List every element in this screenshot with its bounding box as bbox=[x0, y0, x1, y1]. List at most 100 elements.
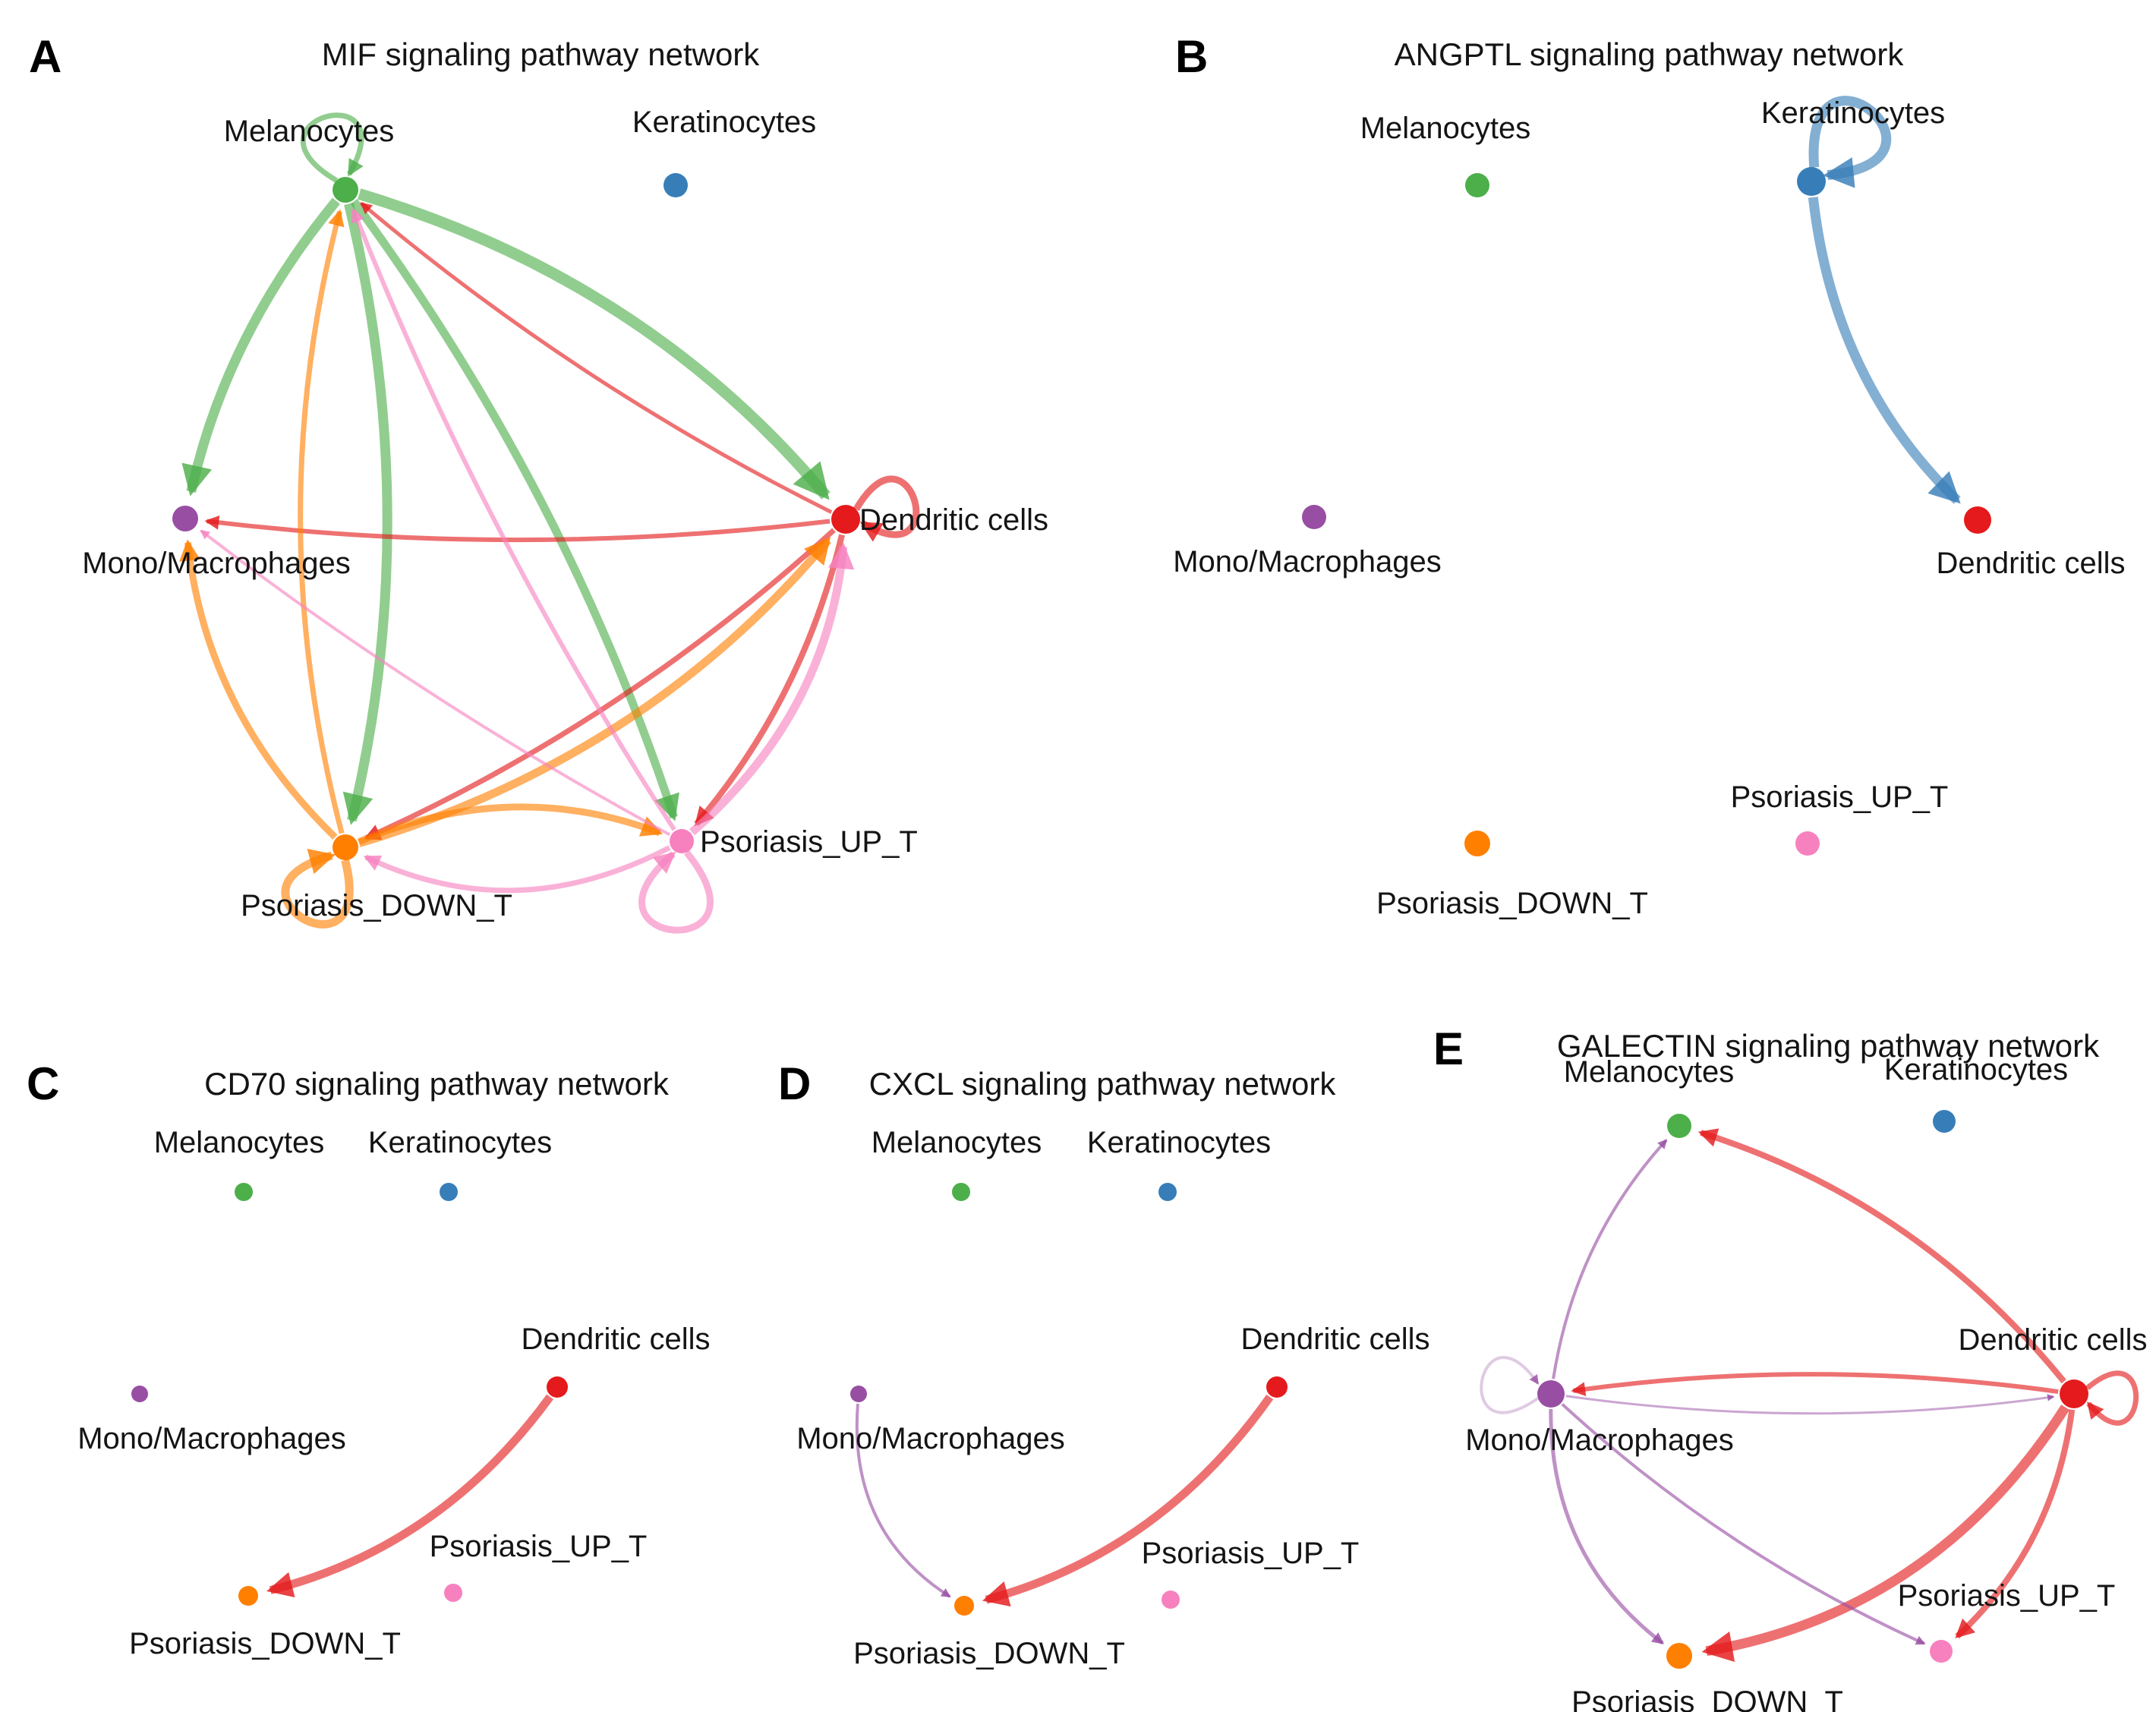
node-label-C-mono_macrophages: Mono/Macrophages bbox=[77, 1422, 346, 1455]
edge-psoriasis_down_t-to-mono_macrophages bbox=[179, 539, 338, 840]
edge-dendritic_cells-to-dendritic_cells bbox=[2085, 1370, 2139, 1426]
node-label-B-keratinocytes: Keratinocytes bbox=[1761, 96, 1945, 130]
node-C-psoriasis_up_t bbox=[444, 1584, 462, 1602]
node-D-melanocytes bbox=[952, 1183, 970, 1201]
panel-B: B ANGPTL signaling pathway network Melanoc… bbox=[1173, 31, 2125, 920]
node-label-C-psoriasis_up_t: Psoriasis_UP_T bbox=[430, 1530, 648, 1563]
edge-dendritic_cells-to-dendritic_cells bbox=[853, 475, 920, 542]
panel-C: C CD70 signaling pathway network Melanocyt… bbox=[27, 1058, 710, 1660]
node-B-psoriasis_down_t bbox=[1464, 831, 1490, 856]
node-label-C-melanocytes: Melanocytes bbox=[154, 1126, 325, 1159]
node-C-dendritic_cells bbox=[547, 1376, 568, 1398]
panel-letter-C: C bbox=[27, 1058, 59, 1109]
node-label-A-dendritic_cells: Dendritic cells bbox=[859, 503, 1048, 537]
panel-D: D CXCL signaling pathway network Melanocyt… bbox=[778, 1058, 1429, 1670]
node-label-D-dendritic_cells: Dendritic cells bbox=[1241, 1323, 1430, 1356]
node-E-mono_macrophages bbox=[1537, 1380, 1565, 1408]
edge-mono_macrophages-to-mono_macrophages bbox=[1480, 1355, 1540, 1414]
edge-melanocytes-to-mono_macrophages bbox=[181, 197, 340, 497]
node-B-mono_macrophages bbox=[1302, 505, 1326, 529]
node-E-psoriasis_down_t bbox=[1666, 1643, 1692, 1669]
node-C-melanocytes bbox=[235, 1183, 253, 1201]
edge-keratinocytes-to-keratinocytes bbox=[1808, 96, 1892, 188]
panel-title-B: ANGPTL signaling pathway network bbox=[1395, 36, 1905, 72]
node-label-B-melanocytes: Melanocytes bbox=[1360, 112, 1531, 145]
edge-psoriasis_down_t-to-melanocytes bbox=[298, 209, 345, 834]
panel-title-E: GALECTIN signaling pathway network bbox=[1557, 1028, 2100, 1064]
edge-mono_macrophages-to-psoriasis_down_t bbox=[855, 1403, 951, 1598]
node-B-psoriasis_up_t bbox=[1795, 831, 1820, 856]
node-A-psoriasis_down_t bbox=[333, 834, 358, 860]
edge-psoriasis_up_t-to-psoriasis_down_t bbox=[363, 845, 671, 894]
edge-melanocytes-to-melanocytes bbox=[300, 112, 364, 183]
node-label-D-psoriasis_down_t: Psoriasis_DOWN_T bbox=[853, 1637, 1125, 1670]
node-B-melanocytes bbox=[1465, 173, 1489, 197]
edge-psoriasis_up_t-to-mono_macrophages bbox=[200, 529, 671, 837]
edge-melanocytes-to-psoriasis_down_t bbox=[342, 202, 392, 825]
edge-psoriasis_up_t-to-dendritic_cells bbox=[689, 542, 855, 836]
panel-letter-A: A bbox=[29, 31, 61, 82]
node-label-E-keratinocytes: Keratinocytes bbox=[1884, 1053, 2068, 1086]
edge-psoriasis_up_t-to-psoriasis_up_t bbox=[638, 850, 714, 934]
node-label-E-dendritic_cells: Dendritic cells bbox=[1959, 1323, 2148, 1357]
node-label-E-psoriasis_down_t: Psoriasis_DOWN_T bbox=[1571, 1685, 1843, 1712]
edge-keratinocytes-to-dendritic_cells bbox=[1808, 197, 1961, 504]
node-label-B-psoriasis_up_t: Psoriasis_UP_T bbox=[1731, 780, 1949, 814]
node-C-psoriasis_down_t bbox=[238, 1586, 258, 1606]
node-E-keratinocytes bbox=[1933, 1110, 1956, 1133]
panel-letter-E: E bbox=[1433, 1023, 1464, 1074]
node-D-dendritic_cells bbox=[1266, 1376, 1288, 1398]
edge-dendritic_cells-to-psoriasis_down_t bbox=[364, 528, 836, 841]
edge-melanocytes-to-dendritic_cells bbox=[358, 188, 831, 500]
panel-A: A MIF signaling pathway network Melanocyte… bbox=[29, 31, 1048, 934]
panel-E: E GALECTIN signaling pathway networkMelan… bbox=[1433, 1023, 2147, 1712]
edge-dendritic_cells-to-melanocytes bbox=[360, 201, 833, 514]
edge-dendritic_cells-to-psoriasis_down_t bbox=[1701, 1405, 2070, 1662]
edge-dendritic_cells-to-mono_macrophages bbox=[204, 515, 831, 543]
node-A-dendritic_cells bbox=[831, 505, 860, 534]
edge-mono_macrophages-to-dendritic_cells bbox=[1565, 1394, 2055, 1415]
node-label-B-dendritic_cells: Dendritic cells bbox=[1937, 547, 2126, 580]
node-A-psoriasis_up_t bbox=[670, 829, 694, 853]
node-A-melanocytes bbox=[333, 177, 358, 203]
node-label-A-mono_macrophages: Mono/Macrophages bbox=[82, 547, 351, 580]
node-label-E-mono_macrophages: Mono/Macrophages bbox=[1465, 1424, 1734, 1457]
edge-dendritic_cells-to-psoriasis_up_t bbox=[694, 534, 845, 827]
panel-title-D: CXCL signaling pathway network bbox=[869, 1066, 1337, 1102]
node-C-mono_macrophages bbox=[131, 1386, 148, 1402]
panel-letter-D: D bbox=[778, 1058, 811, 1109]
edge-mono_macrophages-to-psoriasis_up_t bbox=[1561, 1403, 1926, 1645]
node-D-psoriasis_up_t bbox=[1162, 1591, 1180, 1609]
node-B-keratinocytes bbox=[1797, 167, 1826, 196]
panel-letter-B: B bbox=[1175, 31, 1208, 82]
node-D-mono_macrophages bbox=[850, 1386, 867, 1402]
edge-psoriasis_down_t-to-psoriasis_down_t bbox=[281, 849, 354, 929]
node-D-keratinocytes bbox=[1158, 1183, 1177, 1201]
node-label-A-melanocytes: Melanocytes bbox=[224, 115, 395, 148]
edge-dendritic_cells-to-mono_macrophages bbox=[1571, 1372, 2059, 1396]
node-label-A-psoriasis_down_t: Psoriasis_DOWN_T bbox=[241, 889, 512, 922]
edge-dendritic_cells-to-melanocytes bbox=[1697, 1128, 2066, 1384]
node-label-D-psoriasis_up_t: Psoriasis_UP_T bbox=[1142, 1537, 1360, 1570]
edge-dendritic_cells-to-psoriasis_down_t bbox=[982, 1394, 1274, 1607]
node-label-C-psoriasis_down_t: Psoriasis_DOWN_T bbox=[129, 1627, 401, 1660]
node-label-D-keratinocytes: Keratinocytes bbox=[1087, 1126, 1271, 1159]
edge-mono_macrophages-to-psoriasis_down_t bbox=[1549, 1408, 1665, 1645]
edge-melanocytes-to-psoriasis_up_t bbox=[350, 199, 679, 821]
node-label-C-keratinocytes: Keratinocytes bbox=[368, 1126, 552, 1159]
node-label-C-dendritic_cells: Dendritic cells bbox=[522, 1323, 711, 1356]
node-label-A-keratinocytes: Keratinocytes bbox=[632, 106, 816, 139]
node-label-E-melanocytes: Melanocytes bbox=[1564, 1055, 1735, 1089]
node-label-D-melanocytes: Melanocytes bbox=[872, 1126, 1042, 1159]
edge-psoriasis_down_t-to-psoriasis_up_t bbox=[357, 803, 664, 845]
node-E-melanocytes bbox=[1667, 1114, 1691, 1138]
node-label-D-mono_macrophages: Mono/Macrophages bbox=[796, 1422, 1065, 1455]
node-B-dendritic_cells bbox=[1964, 506, 1991, 534]
node-D-psoriasis_down_t bbox=[954, 1596, 974, 1616]
edge-dendritic_cells-to-psoriasis_up_t bbox=[1955, 1409, 2076, 1639]
edge-psoriasis_up_t-to-melanocytes bbox=[351, 207, 676, 831]
node-label-A-psoriasis_up_t: Psoriasis_UP_T bbox=[700, 825, 918, 859]
panel-title-A: MIF signaling pathway network bbox=[322, 36, 761, 72]
